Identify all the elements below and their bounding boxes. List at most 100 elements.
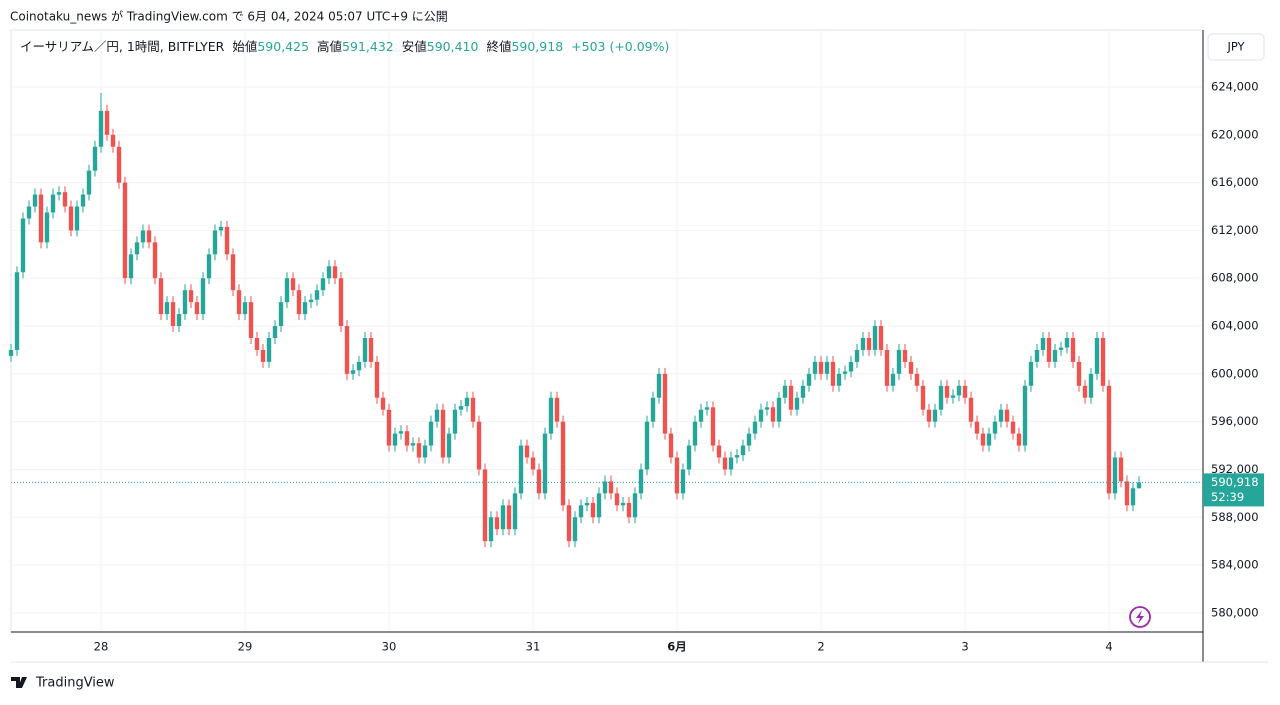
- candle-body: [686, 445, 692, 470]
- candle-body: [854, 349, 860, 362]
- candle-body: [662, 373, 668, 434]
- candle-body: [506, 505, 512, 530]
- candle-body: [554, 397, 560, 422]
- candle-body: [44, 212, 50, 243]
- candle-body: [1058, 347, 1064, 350]
- candle-body: [740, 445, 746, 456]
- candle-body: [1094, 337, 1100, 374]
- candle-body: [596, 493, 602, 518]
- candle-body: [110, 134, 116, 147]
- high-value: 591,432: [342, 39, 394, 54]
- x-tick-label: 2: [817, 640, 824, 654]
- candle-body: [578, 505, 584, 518]
- candle-body: [986, 433, 992, 446]
- candle-body: [314, 290, 320, 300]
- candle-body: [914, 373, 920, 386]
- candle-body: [752, 421, 758, 434]
- candle-body: [194, 302, 200, 315]
- candle-body: [890, 373, 896, 386]
- candle-body: [584, 502, 590, 506]
- candle-body: [302, 302, 308, 315]
- candle-body: [488, 517, 494, 542]
- candle-body: [320, 278, 326, 291]
- candle-body: [68, 206, 74, 231]
- candle-body: [1046, 337, 1052, 362]
- candle-body: [998, 409, 1004, 422]
- candle-body: [620, 502, 626, 506]
- x-tick-label: 6月: [667, 640, 687, 654]
- candle-body: [746, 433, 752, 446]
- candle-body: [140, 230, 146, 243]
- high-label: 高値: [317, 39, 342, 54]
- candle-body: [230, 254, 236, 291]
- candle-body: [668, 433, 674, 458]
- candle-body: [350, 370, 356, 374]
- candle-body: [266, 337, 272, 362]
- candle-body: [236, 290, 242, 315]
- candle-body: [722, 457, 728, 470]
- candle-body: [1010, 421, 1016, 434]
- candle-body: [308, 299, 314, 303]
- candle-body: [338, 278, 344, 327]
- low-label: 安値: [402, 39, 427, 54]
- candle-body: [248, 302, 254, 338]
- candle-body: [1088, 373, 1094, 398]
- candle-body: [542, 433, 548, 494]
- candle-body: [188, 290, 194, 303]
- candle-body: [356, 361, 362, 371]
- candle-body: [626, 502, 632, 518]
- currency-button[interactable]: [1207, 33, 1265, 61]
- candle-body: [710, 407, 716, 446]
- candle-body: [938, 385, 944, 410]
- candle-body: [716, 445, 722, 458]
- y-tick-label: 616,000: [1211, 175, 1259, 189]
- candle-body: [290, 278, 296, 291]
- candle-body: [374, 361, 380, 398]
- candle-body: [776, 397, 782, 422]
- candle-body: [1118, 457, 1124, 482]
- y-tick-label: 592,000: [1211, 462, 1259, 476]
- candle-body: [344, 326, 350, 374]
- candle-body: [860, 337, 866, 350]
- candle-body: [818, 361, 824, 374]
- candle-body: [962, 385, 968, 398]
- candle-body: [20, 218, 26, 273]
- candle-body: [728, 457, 734, 470]
- x-tick-label: 29: [238, 640, 253, 654]
- candle-body: [458, 406, 464, 410]
- last-price: 590,918: [1211, 475, 1259, 489]
- candle-body: [380, 397, 386, 410]
- candle-body: [284, 278, 290, 303]
- candle-body: [950, 395, 956, 398]
- last-price-box: [1203, 473, 1264, 507]
- candle-body: [800, 385, 806, 398]
- candle-body: [404, 431, 410, 446]
- candle-body: [38, 194, 44, 243]
- candle-body: [1034, 349, 1040, 362]
- candle-body: [974, 421, 980, 434]
- candle-body: [470, 397, 476, 422]
- y-tick-label: 580,000: [1211, 605, 1259, 619]
- candle-body: [866, 337, 872, 350]
- candle-body: [698, 409, 704, 422]
- change: +503 (+0.09%): [571, 39, 669, 54]
- candle-body: [770, 407, 776, 422]
- candle-body: [1082, 385, 1088, 398]
- candle-body: [482, 469, 488, 542]
- candle-body: [806, 373, 812, 386]
- candle-body: [410, 443, 416, 446]
- candle-body: [920, 385, 926, 410]
- y-tick-label: 608,000: [1211, 271, 1259, 285]
- alert-icon[interactable]: [1129, 606, 1151, 628]
- candle-body: [224, 226, 230, 255]
- x-tick-label: 3: [961, 640, 968, 654]
- candle-body: [104, 110, 110, 135]
- candle-body: [734, 455, 740, 458]
- candle-body: [842, 371, 848, 374]
- candle-body: [560, 421, 566, 506]
- candle-body: [764, 407, 770, 410]
- candle-body: [62, 192, 68, 207]
- brand: TradingView: [11, 676, 115, 691]
